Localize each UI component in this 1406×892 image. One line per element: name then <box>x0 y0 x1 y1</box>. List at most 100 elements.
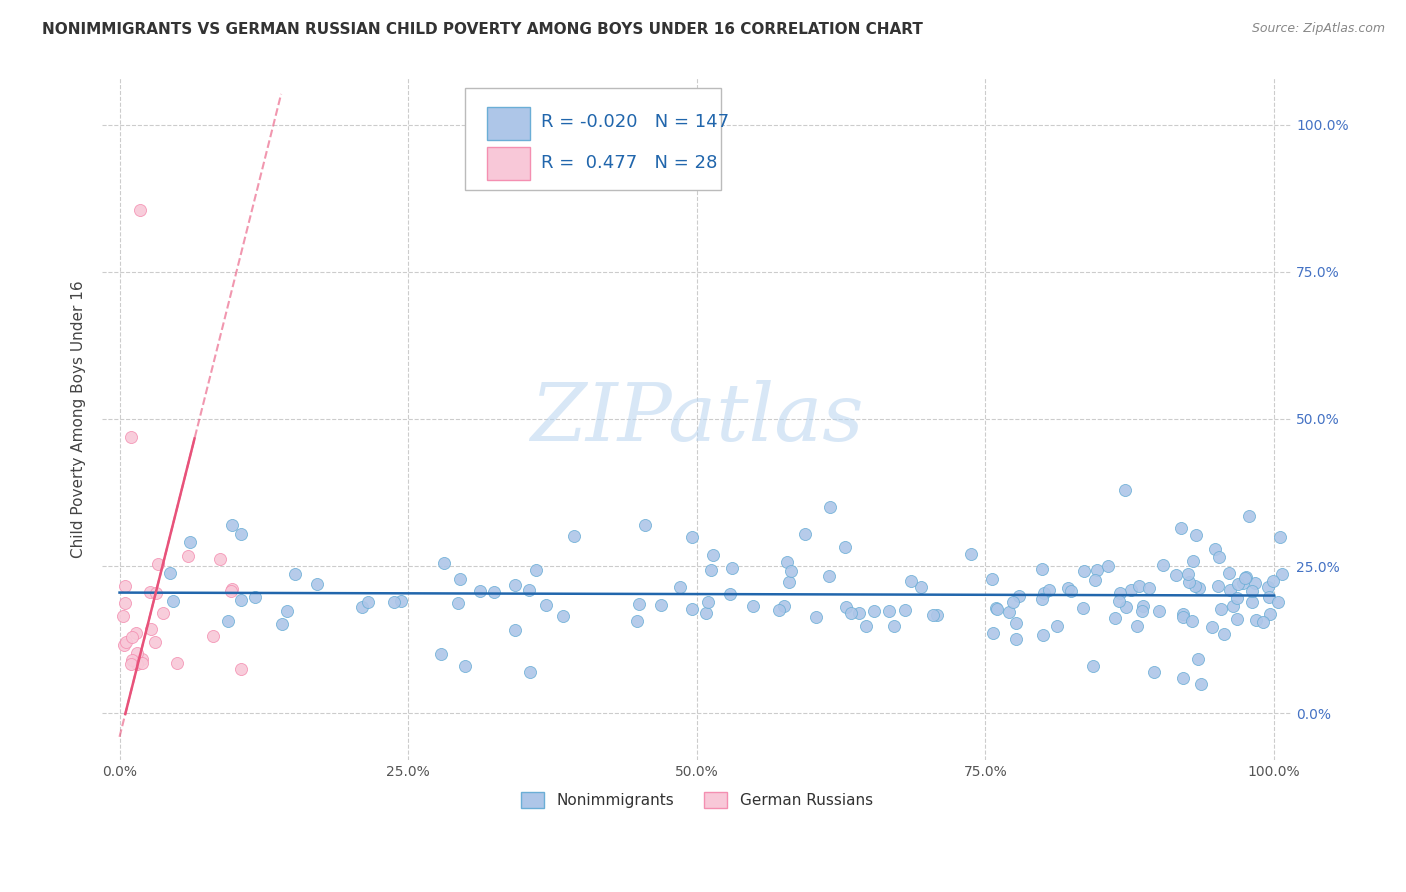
Point <box>166 656 188 670</box>
Point <box>125 657 148 672</box>
Point <box>900 574 922 589</box>
Point <box>883 619 905 633</box>
Point <box>1240 594 1263 608</box>
Point <box>1038 583 1060 598</box>
Point <box>229 593 252 607</box>
Point <box>243 590 266 604</box>
Point <box>650 599 672 613</box>
Point <box>922 607 945 622</box>
Point <box>1166 567 1188 582</box>
Point <box>1208 579 1230 593</box>
Point <box>503 623 526 637</box>
Point <box>1257 580 1279 594</box>
Point <box>1240 583 1263 598</box>
Point <box>284 566 307 581</box>
Point <box>1226 591 1249 605</box>
Point <box>855 618 877 632</box>
Point <box>669 580 692 594</box>
Point <box>1115 600 1137 615</box>
Point <box>1119 583 1142 598</box>
Point <box>1204 542 1226 557</box>
Point <box>468 583 491 598</box>
Point <box>1085 563 1108 577</box>
Point <box>534 598 557 612</box>
Point <box>120 429 142 443</box>
Point <box>984 600 1007 615</box>
Point <box>217 615 239 629</box>
Point <box>1213 627 1236 641</box>
Point <box>276 604 298 618</box>
Point <box>115 635 138 649</box>
Point <box>482 584 505 599</box>
Point <box>768 603 790 617</box>
Point <box>162 594 184 608</box>
Point <box>125 626 148 640</box>
Point <box>776 555 799 569</box>
Point <box>208 552 231 566</box>
Point <box>1209 602 1232 616</box>
Point <box>839 606 862 620</box>
Point <box>433 557 456 571</box>
Point <box>699 563 721 577</box>
Point <box>981 572 1004 586</box>
Point <box>229 527 252 541</box>
Point <box>1270 530 1292 544</box>
Point <box>981 626 1004 640</box>
Point <box>271 617 294 632</box>
Point <box>114 596 136 610</box>
Point <box>1132 599 1154 613</box>
Point <box>519 665 541 679</box>
Point <box>1182 554 1205 568</box>
Point <box>447 596 470 610</box>
Point <box>1177 566 1199 581</box>
Point <box>131 652 153 666</box>
Point <box>1032 628 1054 642</box>
Point <box>794 526 817 541</box>
Point <box>834 541 856 555</box>
Point <box>1081 659 1104 673</box>
Point <box>1226 612 1249 626</box>
Point <box>1184 528 1206 542</box>
Point <box>120 657 142 671</box>
Point <box>1233 571 1256 585</box>
Point <box>626 615 648 629</box>
Point <box>179 535 201 549</box>
Point <box>1263 574 1285 588</box>
Point <box>835 599 858 614</box>
Point <box>221 517 243 532</box>
Point <box>1271 566 1294 581</box>
Point <box>389 594 412 608</box>
Point <box>1187 652 1209 666</box>
Point <box>925 608 948 623</box>
Point <box>112 639 135 653</box>
Point <box>201 629 224 643</box>
Point <box>148 557 170 571</box>
Point <box>806 610 828 624</box>
Text: R =  0.477   N = 28: R = 0.477 N = 28 <box>541 154 717 172</box>
Point <box>430 648 453 662</box>
FancyBboxPatch shape <box>465 87 720 190</box>
Point <box>145 586 167 600</box>
Point <box>1126 618 1149 632</box>
Point <box>1031 562 1053 576</box>
Text: Source: ZipAtlas.com: Source: ZipAtlas.com <box>1251 22 1385 36</box>
Point <box>1219 583 1241 598</box>
Point <box>1171 610 1194 624</box>
Text: R = -0.020   N = 147: R = -0.020 N = 147 <box>541 113 730 131</box>
Point <box>1171 607 1194 621</box>
Point <box>1234 570 1257 584</box>
Point <box>879 604 901 618</box>
Point <box>1031 591 1053 606</box>
Point <box>1071 600 1094 615</box>
Point <box>177 549 200 563</box>
Point <box>1243 575 1265 590</box>
Point <box>152 606 174 620</box>
Point <box>1084 574 1107 588</box>
Point <box>1189 677 1212 691</box>
Point <box>382 595 405 609</box>
Point <box>121 653 143 667</box>
Point <box>551 608 574 623</box>
Point <box>1001 595 1024 609</box>
Point <box>997 605 1019 619</box>
Point <box>863 603 886 617</box>
